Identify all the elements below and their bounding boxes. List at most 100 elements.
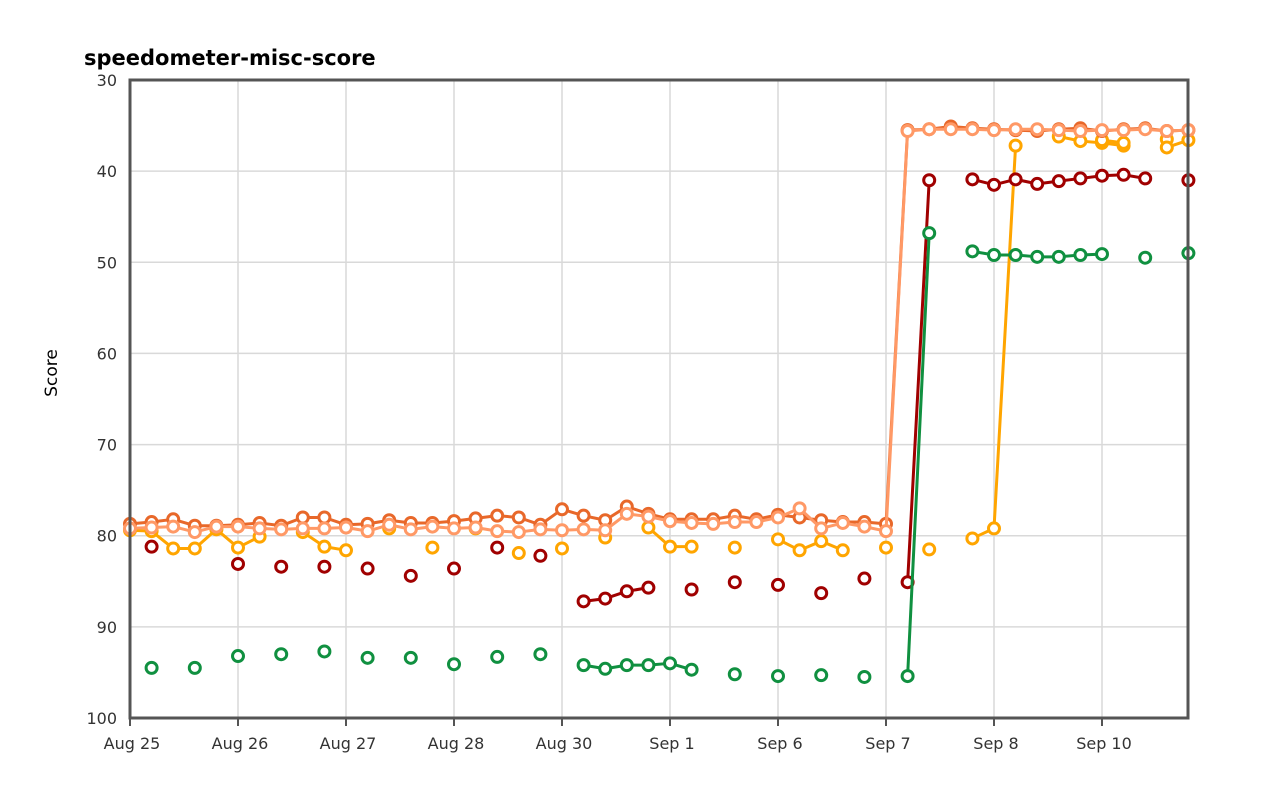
data-point[interactable] — [749, 515, 764, 530]
data-point[interactable] — [1030, 249, 1045, 264]
data-point[interactable] — [317, 644, 332, 659]
data-point[interactable] — [317, 510, 332, 525]
data-point[interactable] — [1008, 172, 1023, 187]
data-point[interactable] — [403, 522, 418, 537]
data-point[interactable] — [1095, 247, 1109, 262]
data-point[interactable] — [576, 658, 591, 673]
data-point[interactable] — [619, 658, 634, 673]
data-point[interactable] — [922, 542, 937, 557]
data-point[interactable] — [641, 658, 656, 673]
data-point[interactable] — [684, 662, 699, 677]
data-point[interactable] — [533, 647, 548, 662]
data-point[interactable] — [339, 543, 353, 558]
data-point[interactable] — [641, 520, 656, 535]
data-point[interactable] — [771, 669, 785, 684]
data-point[interactable] — [835, 515, 850, 530]
data-point[interactable] — [317, 559, 332, 574]
data-point[interactable] — [1051, 123, 1066, 138]
data-point[interactable] — [144, 539, 159, 554]
data-point[interactable] — [663, 539, 677, 554]
data-point[interactable] — [555, 523, 569, 538]
data-point[interactable] — [490, 649, 505, 664]
data-point[interactable] — [1138, 171, 1153, 186]
data-point[interactable] — [425, 519, 440, 534]
data-point[interactable] — [403, 650, 418, 665]
data-point[interactable] — [317, 521, 332, 536]
data-point[interactable] — [339, 520, 353, 535]
data-point[interactable] — [727, 515, 742, 530]
data-point[interactable] — [576, 594, 591, 609]
data-point[interactable] — [360, 524, 375, 539]
data-point[interactable] — [187, 541, 202, 556]
data-point[interactable] — [1116, 135, 1131, 150]
data-point[interactable] — [274, 522, 289, 537]
data-point[interactable] — [727, 575, 742, 590]
data-point[interactable] — [252, 521, 267, 536]
data-point[interactable] — [684, 582, 699, 597]
data-point[interactable] — [1159, 140, 1174, 155]
data-point[interactable] — [965, 122, 980, 137]
data-point[interactable] — [727, 540, 742, 555]
data-point[interactable] — [490, 508, 505, 523]
data-point[interactable] — [922, 122, 937, 137]
data-point[interactable] — [857, 669, 872, 684]
data-point[interactable] — [1030, 176, 1045, 191]
data-point[interactable] — [1051, 174, 1066, 189]
data-point[interactable] — [1116, 167, 1131, 182]
data-point[interactable] — [792, 543, 807, 558]
data-point[interactable] — [598, 591, 613, 606]
data-point[interactable] — [641, 509, 656, 524]
data-point[interactable] — [231, 540, 245, 555]
data-point[interactable] — [641, 580, 656, 595]
data-point[interactable] — [684, 515, 699, 530]
data-point[interactable] — [1051, 249, 1066, 264]
data-point[interactable] — [879, 524, 893, 539]
data-point[interactable] — [619, 506, 634, 521]
data-point[interactable] — [1138, 250, 1153, 265]
data-point[interactable] — [619, 584, 634, 599]
data-point[interactable] — [987, 521, 1001, 536]
data-point[interactable] — [598, 661, 613, 676]
data-point[interactable] — [231, 649, 245, 664]
data-point[interactable] — [1095, 123, 1109, 138]
data-point[interactable] — [187, 660, 202, 675]
data-point[interactable] — [706, 516, 721, 531]
data-point[interactable] — [663, 656, 677, 671]
data-point[interactable] — [900, 669, 915, 684]
data-point[interactable] — [1073, 247, 1088, 262]
data-point[interactable] — [576, 508, 591, 523]
data-point[interactable] — [857, 571, 872, 586]
data-point[interactable] — [187, 525, 202, 540]
data-point[interactable] — [511, 525, 526, 540]
data-point[interactable] — [1095, 168, 1109, 183]
data-point[interactable] — [576, 522, 591, 537]
data-point[interactable] — [317, 539, 332, 554]
data-point[interactable] — [835, 543, 850, 558]
data-point[interactable] — [533, 522, 548, 537]
data-point[interactable] — [684, 539, 699, 554]
data-point[interactable] — [1030, 122, 1045, 137]
data-point[interactable] — [555, 502, 569, 517]
data-point[interactable] — [922, 173, 937, 188]
data-point[interactable] — [814, 586, 829, 601]
data-point[interactable] — [814, 534, 829, 549]
data-point[interactable] — [555, 541, 569, 556]
data-point[interactable] — [166, 519, 181, 534]
data-point[interactable] — [771, 532, 785, 547]
data-point[interactable] — [468, 520, 483, 535]
data-point[interactable] — [490, 540, 505, 555]
data-point[interactable] — [900, 124, 915, 139]
data-point[interactable] — [727, 667, 742, 682]
data-point[interactable] — [814, 521, 829, 536]
data-point[interactable] — [987, 247, 1001, 262]
data-point[interactable] — [1008, 138, 1023, 153]
data-point[interactable] — [1116, 123, 1131, 138]
data-point[interactable] — [663, 514, 677, 529]
data-point[interactable] — [447, 561, 461, 576]
data-point[interactable] — [231, 519, 245, 534]
data-point[interactable] — [425, 540, 440, 555]
data-point[interactable] — [447, 657, 461, 672]
data-point[interactable] — [1073, 171, 1088, 186]
data-point[interactable] — [792, 501, 807, 516]
data-point[interactable] — [274, 559, 289, 574]
